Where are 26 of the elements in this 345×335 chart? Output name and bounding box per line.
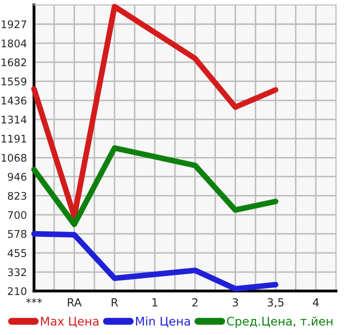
y-tick-label: 1436 (2, 96, 26, 105)
legend-label: Max Цена (41, 316, 98, 328)
y-tick-label: 1804 (2, 39, 26, 48)
y-tick-label: 946 (8, 172, 26, 181)
y-tick-label: 1559 (2, 78, 26, 86)
x-tick-label: 2 (192, 298, 198, 306)
x-tick-label: 3 (232, 298, 238, 307)
y-tick-label: 578 (8, 230, 26, 238)
legend-label: Min Цена (136, 316, 190, 328)
x-tick-label: 1 (152, 298, 158, 306)
x-tick-label: RA (68, 298, 82, 306)
x-tick-label: R (112, 298, 118, 306)
legend-label: Сред.Цена, т.йен (227, 316, 332, 328)
x-tick-label: 3,5 (268, 298, 284, 308)
y-tick-label: 1927 (2, 20, 26, 28)
y-tick-label: 1682 (2, 58, 26, 66)
x-tick-label: *** (26, 298, 42, 304)
y-tick-label: 455 (8, 249, 26, 258)
y-tick-label: 1191 (2, 134, 26, 143)
x-tick-label: 4 (312, 298, 319, 306)
y-tick-label: 1068 (2, 154, 26, 162)
y-tick-label: 210 (8, 287, 26, 296)
y-tick-label: 700 (8, 211, 26, 219)
y-tick-label: 332 (8, 268, 26, 276)
y-tick-label: 823 (8, 192, 26, 200)
y-tick-label: 1314 (2, 116, 26, 124)
